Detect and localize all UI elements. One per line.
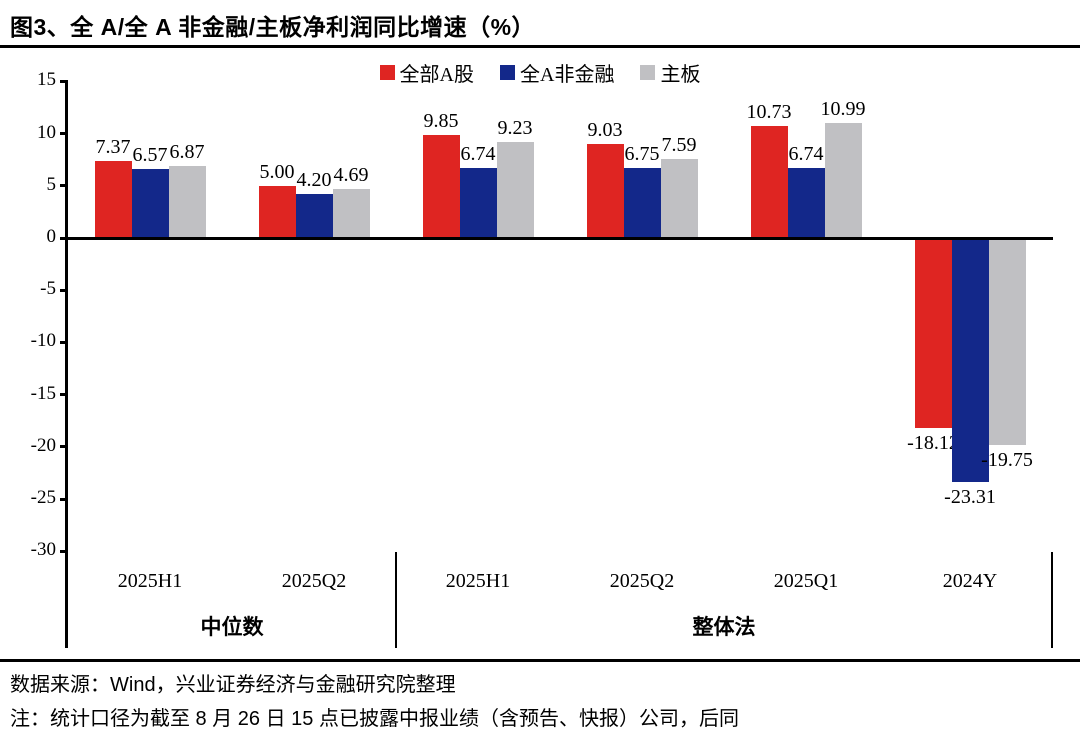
y-axis-tick-label: -20 [30,435,56,456]
y-axis-tick-label: -30 [30,539,56,560]
legend-item: 全部A股 [379,58,474,87]
y-axis-tick-label: 0 [46,226,57,247]
y-axis-tick-mark [60,237,68,240]
bar [460,168,497,238]
bar-value-label: 7.59 [661,134,697,156]
legend-label: 主板 [660,64,701,86]
bar-value-label: -19.75 [981,449,1033,471]
y-axis-tick-mark [60,445,68,448]
bar-value-label: 6.87 [169,141,205,163]
bar [587,144,624,238]
y-axis-tick-label: 10 [37,122,56,143]
x-axis-group-label: 整体法 [692,616,756,639]
legend-swatch-icon [379,65,395,80]
chart-legend: 全部A股 全A非金融 主板 [0,58,1080,87]
x-axis-category-label: 2025H1 [117,570,183,592]
y-axis-tick-mark [60,80,68,83]
bar-value-label: 4.69 [333,164,369,186]
y-axis-tick-mark [60,550,68,553]
bar [132,169,169,238]
y-axis-tick-mark [60,498,68,501]
bar [333,189,370,238]
bar-value-label: 6.74 [460,143,496,165]
y-axis-tick-label: -15 [30,383,56,404]
x-axis-category-label: 2025Q2 [281,570,347,592]
figure-title: 图3、全 A/全 A 非金融/主板净利润同比增速（%） [10,14,536,40]
y-axis-line [65,82,68,648]
bar-value-label: 9.03 [587,119,623,141]
bar [259,186,296,238]
bar [497,142,534,238]
footer-divider [0,659,1080,662]
y-axis-tick-mark [60,289,68,292]
legend-swatch-icon [640,65,656,80]
bar [788,168,825,238]
x-axis-category-label: 2025Q1 [773,570,839,592]
bar [624,168,661,238]
bar [989,239,1026,445]
bar-value-label: 4.20 [296,169,332,191]
x-axis-group-label: 中位数 [200,616,264,639]
bar-value-label: 9.23 [497,117,533,139]
legend-swatch-icon [500,65,515,80]
bar-value-label: 7.37 [95,136,131,158]
bar [915,239,952,428]
legend-item: 主板 [640,58,700,87]
bar-value-label: 10.99 [820,98,866,120]
bar [296,194,333,238]
y-axis-tick-mark [60,341,68,344]
bar-value-label: 9.85 [423,110,459,132]
bar [95,161,132,238]
bar [952,239,989,482]
title-divider [0,45,1080,48]
bar [825,123,862,238]
bar [169,166,206,238]
legend-item: 全A非金融 [500,58,614,87]
y-axis-tick-mark [60,132,68,135]
y-axis-tick-mark [60,184,68,187]
legend-label: 全A非金融 [520,64,615,86]
bar-value-label: -18.12 [907,432,959,454]
y-axis-tick-label: 5 [46,174,57,195]
bar-value-label: 5.00 [259,161,295,183]
bar-value-label: 6.75 [624,143,660,165]
data-source-text: 数据来源：Wind，兴业证券经济与金融研究院整理 [10,674,456,696]
bar-value-label: 6.74 [788,143,824,165]
category-group-divider [1051,552,1053,648]
x-axis-category-label: 2025H1 [445,570,511,592]
bar-value-label: -23.31 [944,486,996,508]
bar [661,159,698,238]
y-axis-tick-mark [60,393,68,396]
bar [423,135,460,238]
y-axis-tick-label: 15 [37,69,56,90]
y-axis-tick-label: -5 [40,278,56,299]
y-axis-tick-label: -25 [30,487,56,508]
footnote-text: 注：统计口径为截至 8 月 26 日 15 点已披露中报业绩（含预告、快报）公司… [10,708,739,730]
y-axis-tick-label: -10 [30,330,56,351]
legend-label: 全部A股 [399,64,474,86]
bar [751,126,788,238]
category-group-divider [395,552,397,648]
x-axis-category-label: 2025Q2 [609,570,675,592]
bar-value-label: 10.73 [746,101,792,123]
bar-value-label: 6.57 [132,144,168,166]
x-axis-category-label: 2024Y [942,570,998,592]
zero-axis-line [66,237,1053,240]
